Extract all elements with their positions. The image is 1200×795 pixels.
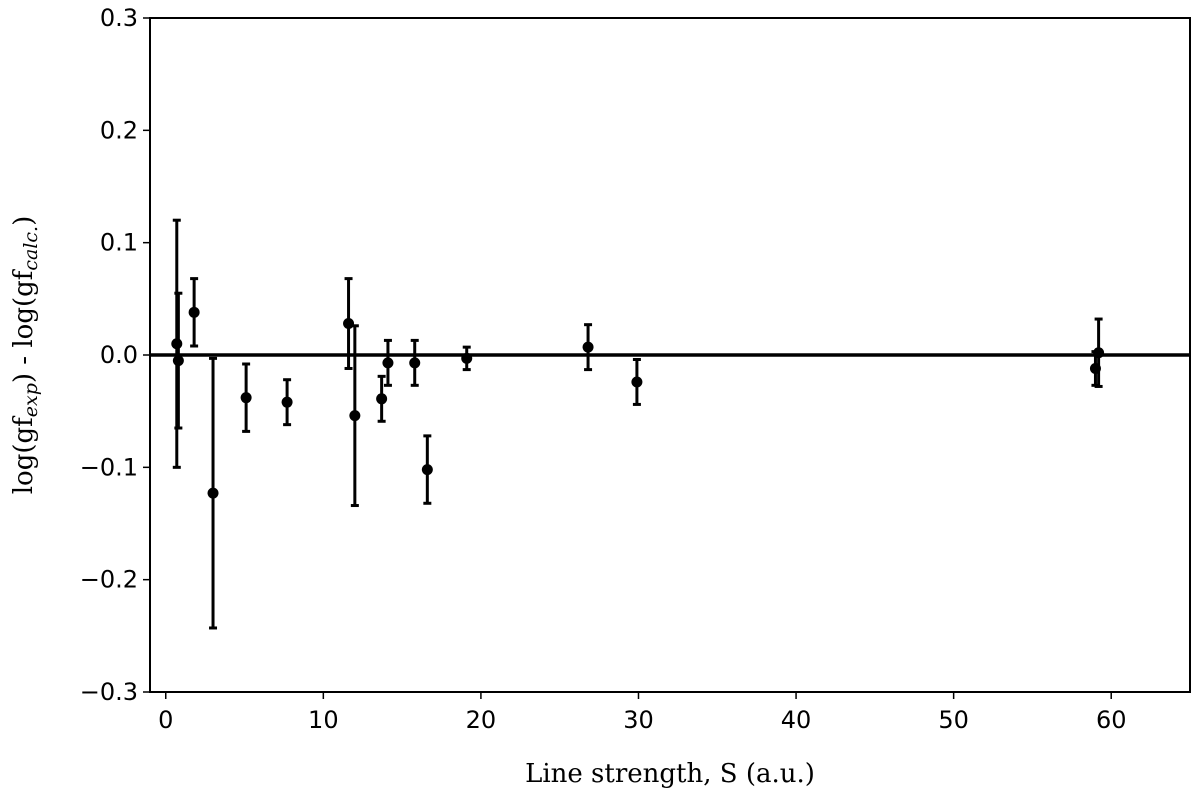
data-point (240, 392, 252, 404)
y-label-part-1: log(gf (9, 415, 39, 494)
y-tick-label: 0.2 (100, 116, 138, 144)
data-point (582, 341, 594, 353)
data-point (1093, 347, 1105, 359)
x-tick-label: 20 (466, 706, 497, 734)
y-tick-label: −0.2 (80, 566, 138, 594)
data-point (461, 352, 473, 364)
y-tick-label: −0.3 (80, 678, 138, 706)
data-point (1089, 362, 1101, 374)
x-tick-label: 10 (308, 706, 339, 734)
data-point (421, 464, 433, 476)
data-point (349, 410, 361, 422)
x-tick-label: 30 (623, 706, 654, 734)
y-axis-ticks: −0.3 −0.2 −0.1 0.0 0.1 0.2 0.3 (80, 4, 150, 706)
data-point (188, 306, 200, 318)
data-point (343, 318, 355, 330)
y-tick-label: 0.3 (100, 4, 138, 32)
x-tick-label: 0 (158, 706, 173, 734)
data-point (409, 357, 421, 369)
y-tick-label: 0.1 (100, 229, 138, 257)
y-label-sub-1: exp (20, 383, 42, 417)
y-label-part-2: ) - log(gf (9, 268, 39, 383)
y-tick-label: 0.0 (100, 341, 138, 369)
x-tick-label: 60 (1096, 706, 1127, 734)
error-bar-layer (172, 218, 1103, 630)
data-point (172, 355, 184, 367)
x-axis-ticks: 0 10 20 30 40 50 60 (158, 692, 1126, 734)
y-label-part-3: ) (9, 216, 39, 226)
point-layer (171, 306, 1105, 499)
data-point (207, 487, 219, 499)
x-axis-label: Line strength, S (a.u.) (525, 759, 815, 789)
y-label-sub-2: calc. (20, 226, 42, 271)
y-tick-label: −0.1 (80, 453, 138, 481)
x-tick-label: 40 (781, 706, 812, 734)
data-point (281, 396, 293, 408)
x-tick-label: 50 (938, 706, 969, 734)
y-axis-label: log(gfexp) - log(gfcalc.) (9, 216, 42, 495)
data-point (631, 376, 643, 388)
data-point (382, 357, 394, 369)
data-point (376, 393, 388, 405)
data-point (171, 338, 183, 350)
